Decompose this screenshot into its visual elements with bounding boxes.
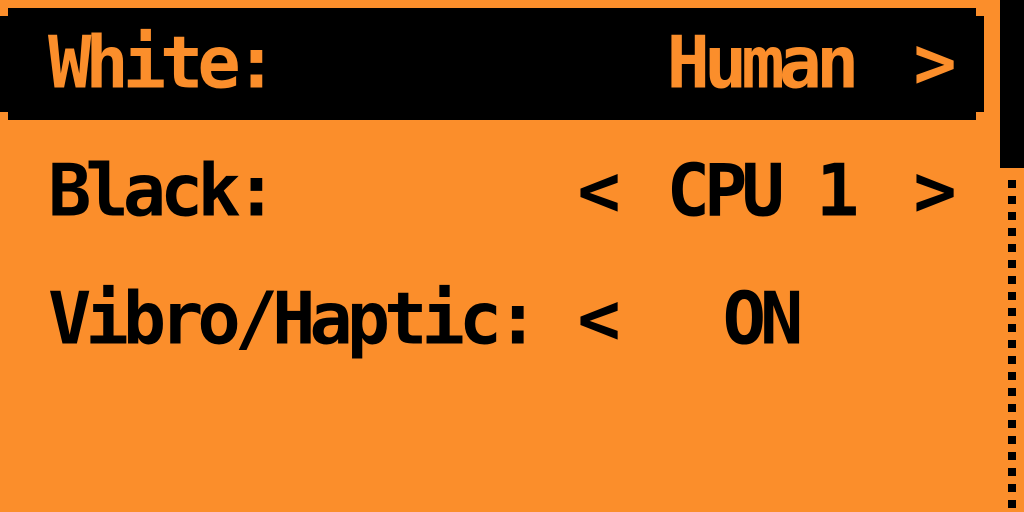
- menu-item-value: ON: [722, 276, 804, 361]
- menu-item-vibro-haptic[interactable]: Vibro/Haptic: < ON: [0, 264, 984, 376]
- menu-item-value: CPU 1: [666, 148, 860, 233]
- menu-item-label: Vibro/Haptic:: [48, 276, 540, 361]
- menu-item-white[interactable]: White: Human >: [0, 8, 984, 120]
- menu-item-label: White:: [48, 20, 273, 105]
- scrollbar-track: [1008, 180, 1016, 510]
- left-arrow-icon[interactable]: <: [577, 148, 620, 233]
- scrollbar-thumb[interactable]: [1000, 0, 1024, 168]
- right-arrow-icon[interactable]: >: [913, 148, 956, 233]
- menu-item-label: Black:: [48, 148, 278, 233]
- right-arrow-icon[interactable]: >: [913, 20, 951, 105]
- menu-item-black[interactable]: Black: < CPU 1 >: [0, 136, 984, 248]
- menu-item-value: Human: [666, 20, 854, 105]
- left-arrow-icon[interactable]: <: [577, 276, 620, 361]
